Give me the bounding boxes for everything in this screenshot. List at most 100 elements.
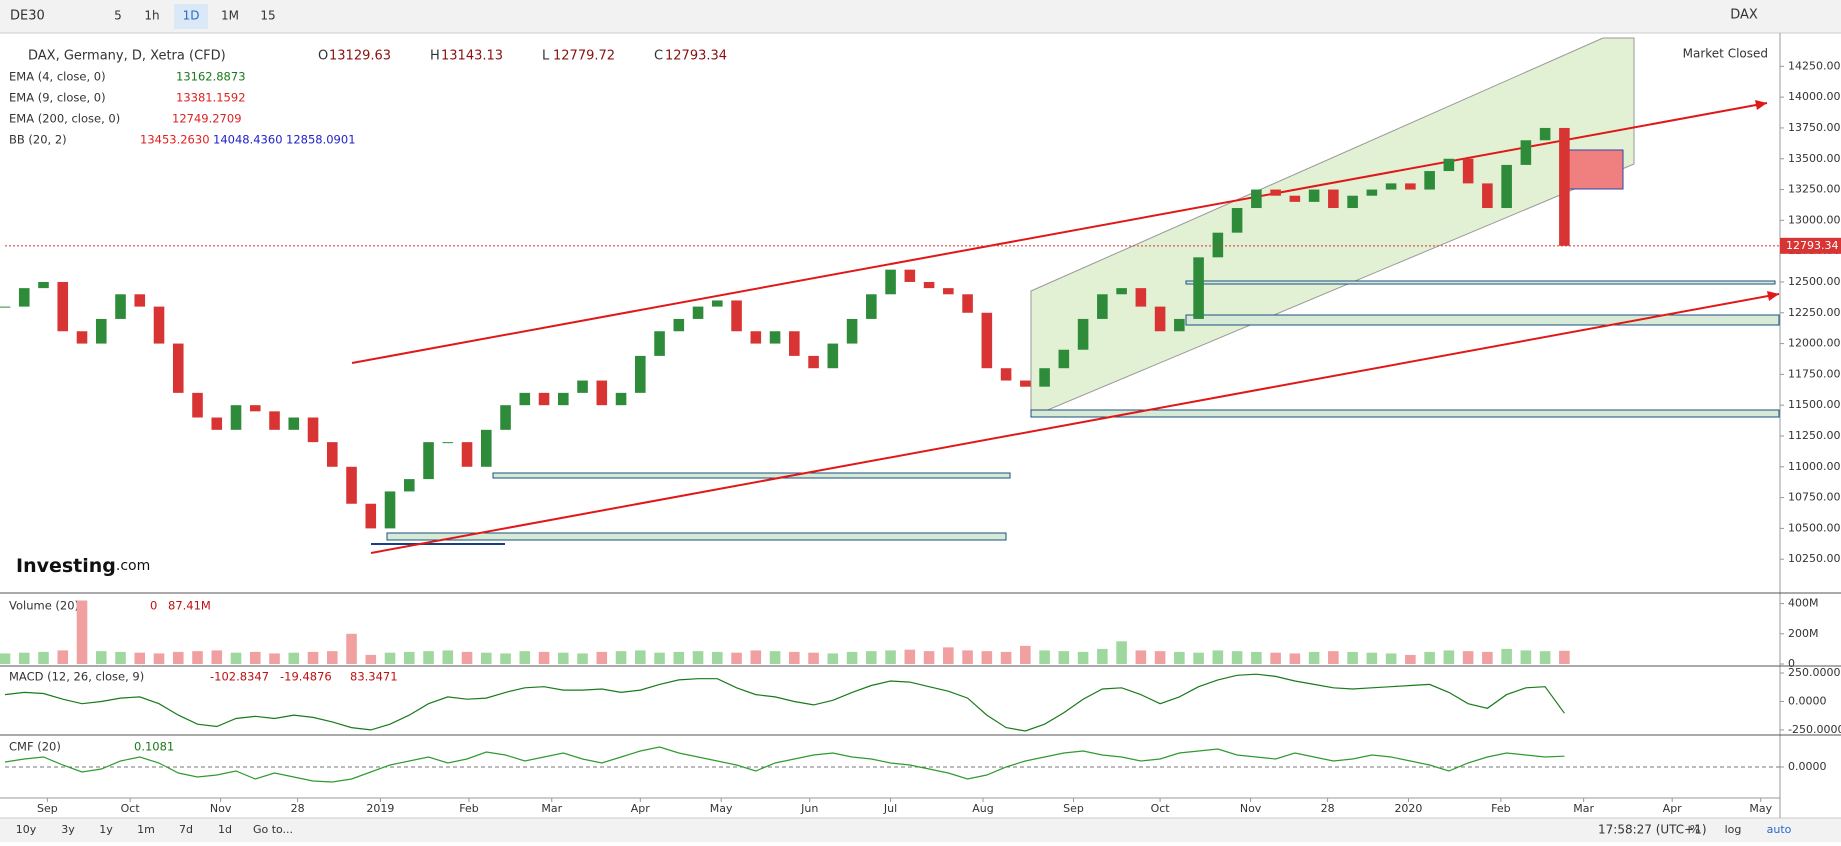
range-button[interactable]: 1y [99,823,113,836]
zone [386,532,1007,541]
symbol[interactable]: DE30 [10,9,45,24]
volume-bar [500,653,511,664]
x-tick-label: Apr [1663,802,1683,815]
y-tick-label: 10500.00 [1788,521,1841,534]
y-tick-label: 400M [1788,597,1819,610]
volume-bar [1231,651,1243,664]
interval[interactable]: 1h [144,9,159,23]
interval[interactable]: 5 [114,9,122,23]
candle-body [153,306,165,344]
volume-bar [346,633,357,664]
candle-body [480,429,492,467]
y-tick-label: 13500.00 [1788,152,1841,165]
candle-body [1462,158,1474,184]
ohlc-label: H [430,49,440,64]
x-tick-label: Oct [121,802,141,815]
ohlc-label: C [654,49,663,64]
x-tick-label: Sep [37,802,58,815]
symbol-right[interactable]: DAX [1730,8,1758,23]
volume-bar [269,653,280,664]
volume-bar [1020,645,1031,664]
y-tick-label: 13250.00 [1788,183,1841,196]
candle-body [1231,208,1243,233]
volume-bar [1154,651,1166,664]
candle-body [731,300,742,332]
volume-bar [1462,651,1474,664]
y-tick-label: 13750.00 [1788,121,1841,134]
panel-legend-value: 0.1081 [134,740,174,754]
volume-bar [1520,650,1532,664]
volume-bar [538,651,550,664]
y-tick-label: 11500.00 [1788,398,1841,411]
candle-body [1058,349,1070,369]
y-tick-label: 13000.00 [1788,213,1841,226]
volume-bar [403,651,415,664]
x-tick-label: Aug [972,802,993,815]
volume-bar [1174,651,1185,664]
candle-body [789,331,800,356]
volume-bar [1539,651,1551,664]
y-tick-label: 14000.00 [1788,90,1841,103]
interval[interactable]: 15 [260,9,275,23]
volume-bar [1135,650,1147,664]
y-tick-label: 11000.00 [1788,460,1841,473]
range-button[interactable]: 1m [137,823,155,836]
x-tick-label: Nov [210,802,232,815]
range-button[interactable]: 7d [179,823,193,836]
ohlc-value: 12793.34 [665,49,727,64]
indicator-value: 12858.0901 [286,133,356,147]
y-tick-label: 11250.00 [1788,429,1841,442]
candle-body [692,306,704,319]
candle-body [1289,195,1301,202]
footer-bar [0,818,1841,842]
candle-body [981,312,993,369]
panel-legend-value: 87.41M [168,599,211,613]
volume-bar [1077,651,1089,664]
candle-body [192,392,203,418]
candle-body [115,294,126,319]
x-tick-label: 28 [1321,802,1335,815]
indicator-line [4,746,1565,783]
range-button[interactable]: 3y [61,823,75,836]
range-button[interactable]: 1d [218,823,232,836]
candle-body [1308,189,1320,202]
range-button[interactable]: Go to... [253,823,293,836]
volume-bar [750,650,762,664]
candle-body [346,466,357,504]
scale-option[interactable]: auto [1767,823,1792,836]
x-tick-label: Oct [1151,802,1171,815]
candle-body [403,479,415,492]
y-tick-label: 12250.00 [1788,306,1841,319]
volume-bar [153,653,165,664]
candle-body [1000,368,1012,381]
volume-bar [461,651,473,664]
candle-body [95,318,107,344]
candle-body [76,331,88,344]
clock: 17:58:27 (UTC+1) [1598,823,1707,837]
scale-option[interactable]: log [1725,823,1742,836]
candle-body [38,281,49,289]
indicator-value: 13162.8873 [176,70,246,84]
candle-body [384,491,396,529]
candle-body [1443,158,1455,172]
interval[interactable]: 1D [183,9,200,23]
ohlc-value: 13143.13 [441,49,503,64]
range-button[interactable]: 10y [16,823,37,836]
volume-bar [962,650,973,664]
candle-body [1520,140,1532,165]
interval[interactable]: 1M [221,9,239,23]
candle-body [866,294,877,319]
volume-bar [866,651,877,664]
x-tick-label: 2020 [1394,802,1422,815]
candle-body [538,392,550,406]
volume-bar [365,654,377,664]
zone [1185,314,1780,326]
volume-bar [1116,641,1127,664]
candle-body [1039,368,1050,387]
volume-bar [654,652,665,664]
candle-body [1097,294,1108,319]
indicator-line [4,673,1565,732]
scale-option[interactable]: % [1690,823,1700,836]
candle-body [519,392,531,406]
